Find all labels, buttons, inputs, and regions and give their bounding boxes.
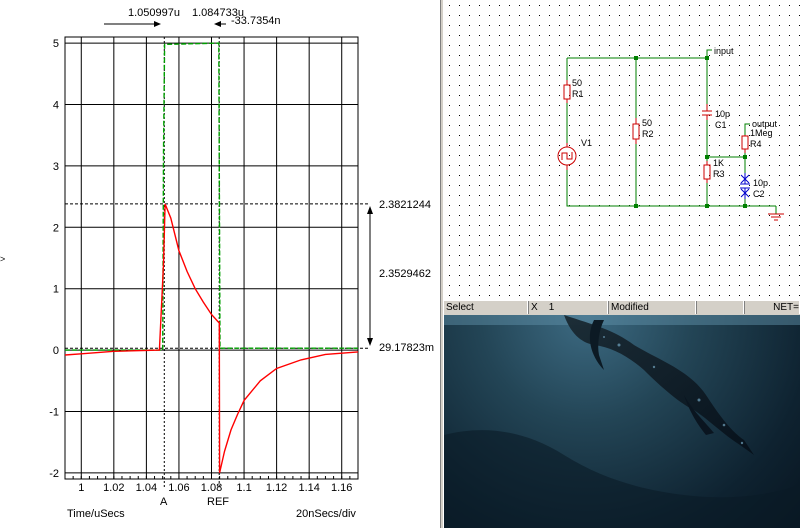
side-chevron-icon[interactable]: > — [0, 254, 5, 264]
cursor-delta-time: -33.7354n — [231, 15, 281, 27]
y-tick-label: 4 — [53, 100, 59, 112]
value-delta-readout: 2.3529462 — [379, 268, 431, 280]
c1-value: 10p — [715, 109, 730, 119]
x-tick-label: 1.12 — [266, 482, 287, 494]
x-tick-label: 1.06 — [168, 482, 189, 494]
r1-name: R1 — [572, 89, 584, 99]
y-tick-label: 0 — [53, 345, 59, 357]
plot-cursors[interactable]: 1.050997u 1.084733u -33.7354n 2.3821244 … — [0, 7, 434, 520]
value-top-readout: 2.3821244 — [379, 199, 431, 211]
y-tick-label: 3 — [53, 161, 59, 173]
plot-grid: 1 1.02 1.04 1.06 1.08 1.1 1.12 1.14 1.16 5 4 3 2 1 0 -1… — [49, 36, 370, 494]
cursor-ref-label: REF — [207, 496, 229, 508]
capacitor-c2[interactable]: 10p C2 — [740, 173, 768, 199]
resistor-r1[interactable]: 50 R1 — [563, 78, 584, 103]
status-x-label: X — [531, 302, 538, 313]
schematic-canvas[interactable]: 50 R1 V1 50 R2 10p C1 — [444, 0, 800, 297]
series-line-0 — [65, 42, 358, 351]
value-delta-arrow-top — [367, 206, 373, 214]
net-label-input[interactable]: input — [714, 46, 734, 56]
resistor-r2[interactable]: 50 R2 — [632, 118, 654, 144]
cursor-a-label: A — [160, 496, 168, 508]
x-tick-label: 1.14 — [298, 482, 319, 494]
x-tick-label: 1.02 — [103, 482, 124, 494]
ground-symbol[interactable] — [768, 213, 784, 221]
r4-name: R4 — [750, 139, 762, 149]
r4-value: 1Meg — [750, 128, 773, 138]
voltage-source-v1[interactable]: V1 — [557, 138, 592, 170]
cursor-a-arrow-head — [154, 21, 161, 27]
x-axis-label: Time/uSecs — [67, 508, 125, 520]
x-tick-label: 1 — [78, 482, 84, 494]
value-delta-arrow-bottom — [367, 338, 373, 346]
x-div-label: 20nSecs/div — [296, 508, 356, 520]
x-tick-label: 1.04 — [136, 482, 157, 494]
plot-series — [64, 42, 359, 474]
c1-name: C1 — [715, 120, 727, 130]
y-tick-label: 5 — [53, 38, 59, 50]
pane-splitter[interactable] — [440, 0, 444, 528]
cursor-ref-arrow-head — [214, 21, 221, 27]
resistor-r3[interactable]: 1K R3 — [703, 158, 725, 183]
r3-name: R3 — [713, 169, 725, 179]
x-tick-label: 1.1 — [236, 482, 251, 494]
c2-name: C2 — [753, 189, 765, 199]
wallpaper-image — [444, 315, 800, 528]
desktop-wallpaper — [444, 315, 800, 528]
status-x: X 1 — [528, 301, 608, 314]
y-tick-label: 2 — [53, 222, 59, 234]
resistor-r4[interactable]: 1Meg R4 — [741, 128, 773, 153]
y-tick-label: 1 — [53, 284, 59, 296]
r1-value: 50 — [572, 78, 582, 88]
capacitor-c1[interactable]: 10p C1 — [702, 104, 730, 130]
v1-name: V1 — [581, 138, 592, 148]
r3-value: 1K — [713, 158, 724, 168]
net-label-output[interactable]: output — [752, 119, 778, 129]
cursor-ref-time: 1.084733u — [192, 7, 244, 19]
c2-value: 10p — [753, 178, 768, 188]
y-tick-label: -1 — [49, 406, 59, 418]
value-bottom-readout: 29.17823m — [379, 342, 434, 354]
schematic-dot-grid — [449, 5, 800, 296]
x-tick-label: 1.16 — [331, 482, 352, 494]
status-x-value: 1 — [548, 302, 555, 313]
y-tick-label: -2 — [49, 468, 59, 480]
status-net: NET= — [744, 301, 800, 314]
status-empty — [696, 301, 744, 314]
r2-name: R2 — [642, 129, 654, 139]
schematic-pane[interactable]: 50 R1 V1 50 R2 10p C1 — [444, 0, 800, 297]
schematic-statusbar: Select X 1 Modified NET= — [444, 300, 800, 315]
schematic-junctions — [634, 56, 747, 208]
status-modified: Modified — [608, 301, 696, 314]
series-line-1 — [64, 203, 359, 474]
r2-value: 50 — [642, 118, 652, 128]
waveform-plot-pane[interactable]: 1 1.02 1.04 1.06 1.08 1.1 1.12 1.14 1.16 5 4 3 2 1 0 -1… — [0, 0, 440, 528]
waveform-chart[interactable]: 1 1.02 1.04 1.06 1.08 1.1 1.12 1.14 1.16 5 4 3 2 1 0 -1… — [0, 0, 440, 528]
status-mode: Select — [444, 301, 528, 314]
cursor-a-time: 1.050997u — [128, 7, 180, 19]
x-tick-label: 1.08 — [201, 482, 222, 494]
